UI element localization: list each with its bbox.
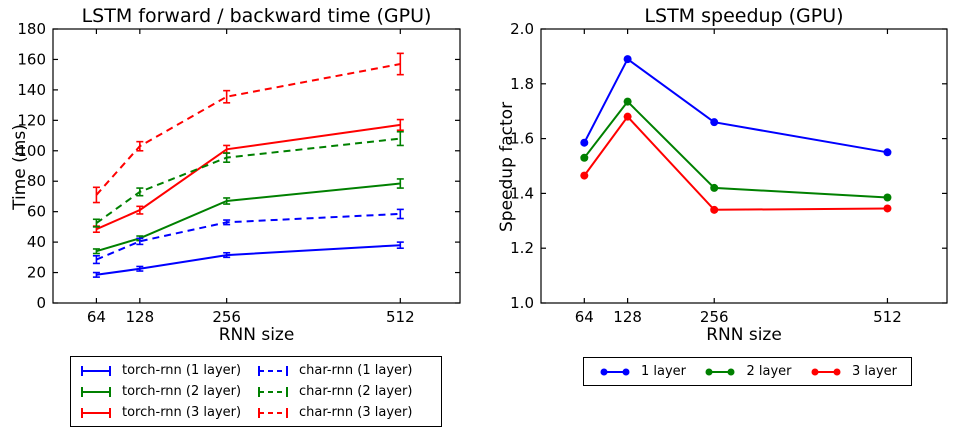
x-tick-label: 128 [126,308,155,326]
data-point-marker [710,205,719,214]
plot-area-lstm-time: 64 128 256 512 0 20 40 60 80 100 120 140 160 180 [17,20,461,326]
legend-label: 1 layer [641,364,687,379]
x-axis-label-speedup: RNN size [706,325,782,345]
series-line [96,244,401,276]
y-tick-label: 1.6 [510,130,534,148]
y-axis-label-speedup: Speedup factor [497,101,517,232]
y-tick-label: 60 [27,203,46,221]
data-point-marker [580,138,589,147]
y-axis-label-time: Time (ms) [10,124,30,210]
legend-speedup: 1 layer 2 layer 3 layer [583,357,912,386]
legend-item: torch-rnn (1 layer) [79,363,256,379]
data-point-marker [883,193,892,202]
data-point-marker [580,171,589,180]
data-point-marker [623,97,632,106]
legend-time: torch-rnn (1 layer) char-rnn (1 layer) tor… [70,356,442,427]
errorbar-marker-icon [81,386,111,397]
plot-area-lstm-speedup: 64 128 256 512 1.0 1.2 1.4 1.6 1.8 2.0 [510,20,948,326]
x-tick-label: 256 [700,308,729,326]
y-tick-label: 80 [27,172,46,190]
legend-item: torch-rnn (3 layer) [79,405,256,421]
line-circle-marker-icon [811,368,841,375]
x-axis-label-time: RNN size [218,325,295,345]
data-point-marker [580,153,589,162]
errorbar-marker-icon [81,365,111,376]
y-tick-label: 1.2 [510,239,534,257]
legend-item: char-rnn (1 layer) [256,363,433,379]
y-tick-label: 140 [17,81,46,99]
series-line [95,123,401,231]
x-tick-label: 512 [386,308,415,326]
legend-label: 3 layer [851,364,897,379]
series-line [583,57,888,154]
legend-label: char-rnn (1 layer) [299,363,413,378]
y-tick-label: 180 [17,20,46,38]
line-circle-marker-icon [705,368,735,375]
series-line [583,100,888,199]
errorbar-marker-icon [258,386,288,397]
series-line [96,182,401,253]
legend-item: char-rnn (2 layer) [256,384,433,400]
data-point-marker [883,204,892,213]
x-tick-label: 128 [613,308,642,326]
y-tick-label: 160 [17,50,46,68]
y-tick-label: 1.0 [510,294,534,312]
series-lstm-time-0 [92,241,404,278]
legend-label: torch-rnn (2 layer) [122,384,242,399]
x-tick-label: 512 [873,308,902,326]
data-point-marker [623,55,632,64]
legend-label: 2 layer [746,364,792,379]
y-tick-label: 1.8 [510,75,534,93]
series-lstm-speedup-1 [580,97,892,202]
legend-item: 1 layer [598,364,686,380]
errorbar-marker-icon [258,407,288,418]
legend-item: char-rnn (3 layer) [256,405,433,421]
chart-title-speedup: LSTM speedup (GPU) [644,5,844,27]
series-lstm-time-4 [92,130,404,228]
series-line [95,137,401,224]
legend-label: torch-rnn (3 layer) [122,405,242,420]
series-lstm-time-3 [92,208,404,265]
legend-item: 3 layer [809,364,897,380]
legend-label: char-rnn (3 layer) [299,405,413,420]
y-tick-label: 40 [27,233,46,251]
y-tick-label: 20 [27,264,46,282]
y-tick-label: 100 [17,142,46,160]
legend-label: torch-rnn (1 layer) [122,363,242,378]
y-tick-label: 0 [36,294,46,312]
x-tick-label: 64 [575,308,594,326]
data-point-marker [710,183,719,192]
legend-item: torch-rnn (2 layer) [79,384,256,400]
line-circle-marker-icon [600,368,630,375]
series-line [96,212,401,261]
legend-item: 2 layer [703,364,792,380]
series-lstm-speedup-0 [580,55,892,157]
series-lstm-time-5 [92,52,404,204]
x-tick-label: 64 [87,308,106,326]
y-tick-label: 1.4 [510,184,534,202]
axes-frame [540,28,948,304]
errorbar-marker-icon [258,365,288,376]
data-point-marker [623,112,632,121]
data-point-marker [710,118,719,127]
series-line [95,63,401,196]
errorbar-marker-icon [81,407,111,418]
x-tick-label: 256 [212,308,241,326]
series-line [583,115,888,211]
data-point-marker [883,148,892,157]
series-lstm-speedup-2 [580,112,892,214]
legend-label: char-rnn (2 layer) [299,384,413,399]
y-tick-label: 120 [17,111,46,129]
y-tick-label: 2.0 [510,20,534,38]
axes-frame [52,28,461,304]
chart-title-time: LSTM forward / backward time (GPU) [81,5,432,27]
